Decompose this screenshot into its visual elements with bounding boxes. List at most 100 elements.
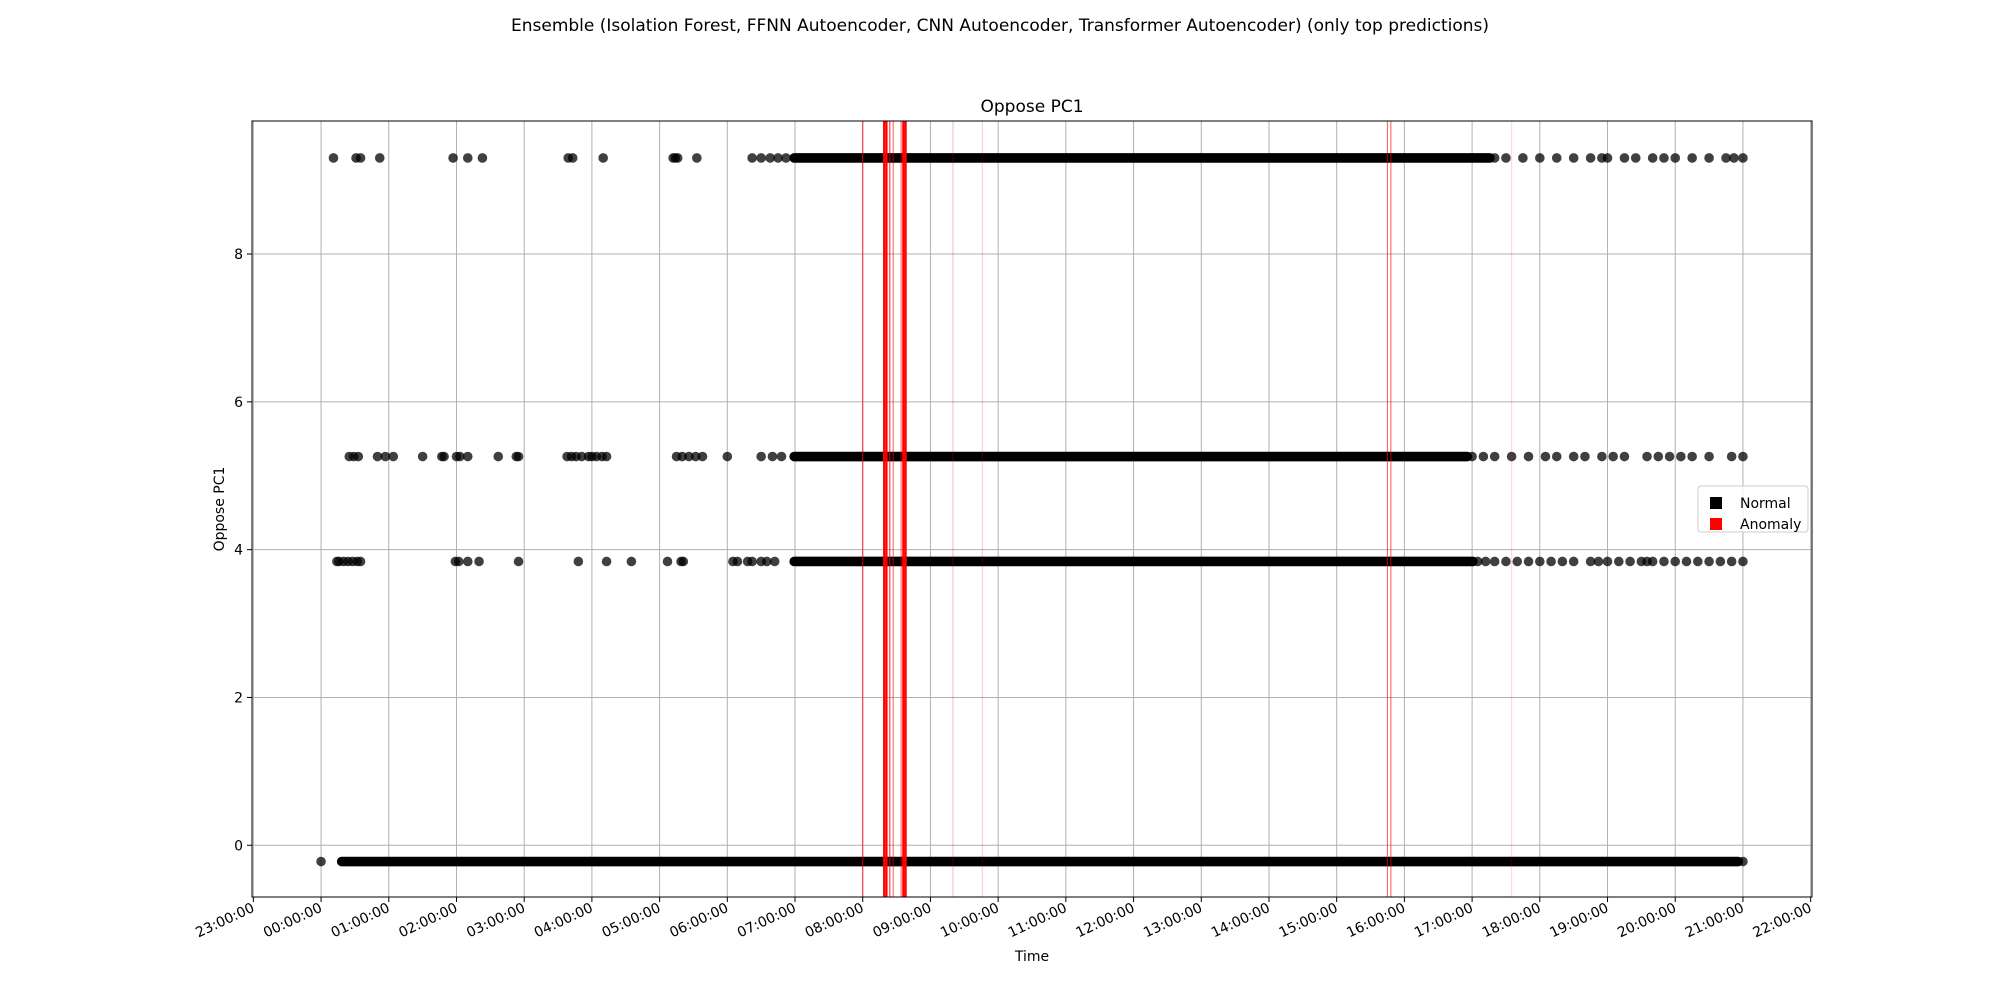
- normal-point: [1523, 451, 1534, 462]
- y-tick-label: 2: [234, 690, 243, 706]
- normal-point: [1676, 451, 1686, 462]
- normal-point: [677, 451, 687, 462]
- normal-point: [328, 153, 339, 163]
- normal-point: [1478, 451, 1489, 462]
- normal-point: [1568, 153, 1579, 163]
- y-tick-label: 8: [234, 247, 243, 263]
- y-axis-label: Oppose PC1: [212, 467, 228, 552]
- normal-point-band: [789, 153, 1495, 163]
- normal-point: [732, 556, 743, 567]
- normal-point: [747, 556, 757, 567]
- x-tick-label: 08:00:00: [803, 900, 867, 941]
- x-tick-label: 07:00:00: [735, 900, 799, 941]
- normal-point: [513, 556, 524, 567]
- normal-point: [1681, 556, 1692, 567]
- normal-point: [1489, 451, 1500, 462]
- x-tick-label: 23:00:00: [193, 900, 257, 941]
- figure-title: Ensemble (Isolation Forest, FFNN Autoenc…: [510, 16, 1490, 36]
- normal-point: [1557, 556, 1568, 567]
- x-tick-label: 14:00:00: [1209, 900, 1273, 941]
- normal-point: [1647, 556, 1658, 567]
- anomaly-lines: [862, 121, 1513, 897]
- normal-point: [1738, 856, 1748, 867]
- normal-point: [1568, 556, 1579, 567]
- normal-point: [1653, 451, 1664, 462]
- normal-point: [576, 451, 587, 462]
- normal-point: [1551, 153, 1562, 163]
- normal-point: [692, 153, 702, 163]
- normal-point-band: [789, 556, 1478, 567]
- normal-point: [1518, 153, 1528, 163]
- normal-point: [439, 451, 449, 462]
- legend-swatch-normal: [1710, 497, 1722, 509]
- normal-point-band: [336, 856, 1743, 867]
- normal-point: [1738, 153, 1748, 163]
- normal-points: [316, 153, 1748, 867]
- x-tick-label: 06:00:00: [667, 900, 731, 941]
- normal-point: [1715, 556, 1726, 567]
- y-tick-label: 4: [234, 543, 243, 559]
- normal-point: [493, 451, 504, 462]
- normal-point: [1501, 153, 1511, 163]
- normal-point: [776, 451, 787, 462]
- normal-point: [626, 556, 637, 567]
- normal-point: [1489, 556, 1500, 567]
- normal-point: [672, 153, 683, 163]
- normal-point: [455, 451, 465, 462]
- x-tick-label: 18:00:00: [1480, 900, 1544, 941]
- normal-point: [1692, 556, 1703, 567]
- x-tick-label: 15:00:00: [1277, 900, 1341, 941]
- normal-point: [1580, 451, 1590, 462]
- normal-point: [474, 556, 484, 567]
- normal-point: [462, 153, 473, 163]
- plot-frame: [251, 120, 1813, 898]
- normal-point: [1726, 556, 1737, 567]
- legend-box: [1697, 485, 1809, 533]
- legend-label-anomaly: Anomaly: [1740, 517, 1801, 533]
- normal-point: [1597, 451, 1607, 462]
- normal-point: [1472, 556, 1483, 567]
- normal-point: [417, 451, 428, 462]
- x-tick-label: 01:00:00: [329, 900, 393, 941]
- normal-point: [1608, 451, 1618, 462]
- normal-point: [1625, 556, 1635, 567]
- normal-point: [756, 451, 766, 462]
- normal-point: [747, 153, 757, 163]
- legend-label-normal: Normal: [1740, 496, 1791, 512]
- normal-point: [1670, 556, 1681, 567]
- normal-point: [684, 451, 694, 462]
- normal-point: [567, 153, 578, 163]
- normal-point: [462, 451, 473, 462]
- normal-point: [1467, 451, 1477, 462]
- normal-point: [697, 451, 708, 462]
- grid-lines: [252, 121, 1812, 897]
- normal-point: [662, 556, 673, 567]
- normal-point: [1551, 451, 1562, 462]
- normal-point: [1619, 451, 1630, 462]
- normal-point: [374, 153, 385, 163]
- normal-point: [769, 556, 780, 567]
- normal-point: [1614, 556, 1624, 567]
- normal-point: [1523, 556, 1534, 567]
- normal-point: [462, 556, 473, 567]
- normal-point: [601, 451, 612, 462]
- normal-point: [1738, 556, 1748, 567]
- normal-point: [1585, 153, 1596, 163]
- plot-title: Oppose PC1: [980, 97, 1083, 117]
- normal-point: [1585, 556, 1596, 567]
- legend-swatch-anomaly: [1710, 518, 1722, 530]
- y-tick-label: 0: [234, 838, 243, 854]
- x-tick-label: 00:00:00: [261, 900, 325, 941]
- x-tick-label: 13:00:00: [1141, 900, 1205, 941]
- axis-ticks: 23:00:00 00:00:00 01:00:00 02:00:00 03:00:00…: [193, 247, 1814, 941]
- normal-point: [1540, 451, 1551, 462]
- normal-point: [1630, 153, 1641, 163]
- normal-point: [353, 451, 364, 462]
- normal-point: [1738, 451, 1748, 462]
- normal-point: [1659, 153, 1669, 163]
- x-tick-label: 10:00:00: [938, 900, 1002, 941]
- normal-point: [767, 451, 778, 462]
- x-tick-label: 02:00:00: [396, 900, 460, 941]
- normal-point: [477, 153, 488, 163]
